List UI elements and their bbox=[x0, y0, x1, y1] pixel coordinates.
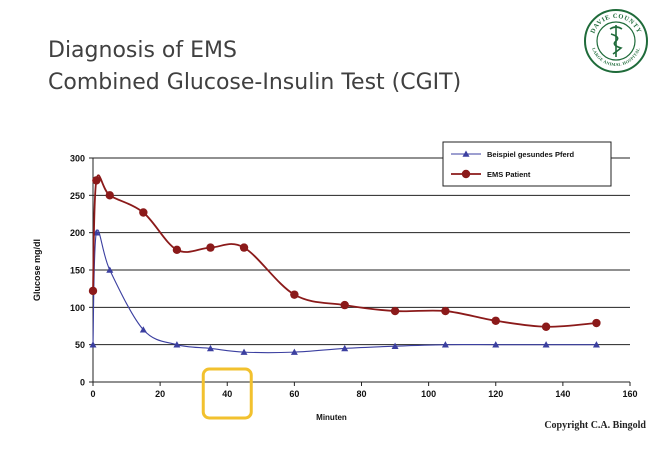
x-tick-label-100: 100 bbox=[421, 389, 436, 399]
series-layer bbox=[88, 174, 601, 355]
series-0-point-6 bbox=[240, 348, 248, 355]
y-tick-label-250: 250 bbox=[70, 191, 85, 201]
series-1 bbox=[88, 174, 601, 331]
legend: Beispiel gesundes Pferd EMS Patient bbox=[442, 141, 612, 187]
x-tick-label-80: 80 bbox=[356, 389, 366, 399]
series-1-point-8 bbox=[340, 300, 349, 310]
series-0-point-5 bbox=[206, 344, 214, 352]
series-1-point-3 bbox=[139, 208, 148, 217]
series-0-point-13 bbox=[592, 341, 600, 348]
series-1-point-4 bbox=[172, 245, 182, 255]
hospital-logo: DAVIE COUNTY LARGE ANIMAL HOSPITAL bbox=[584, 9, 648, 73]
y-tick-label-200: 200 bbox=[70, 228, 85, 238]
slide-title-line-2: Combined Glucose-Insulin Test (CGIT) bbox=[48, 70, 462, 95]
series-1-point-10 bbox=[441, 306, 450, 316]
y-tick-label-100: 100 bbox=[70, 303, 85, 313]
caduceus-icon bbox=[609, 25, 623, 57]
x-tick-label-40: 40 bbox=[222, 389, 232, 399]
series-0-point-12 bbox=[542, 341, 550, 348]
series-0-point-7 bbox=[290, 348, 298, 355]
x-tick-label-120: 120 bbox=[488, 389, 503, 399]
series-1-point-5 bbox=[206, 243, 215, 252]
series-1-point-2 bbox=[105, 191, 114, 200]
legend-box bbox=[442, 141, 612, 187]
series-1-point-7 bbox=[290, 290, 299, 299]
legend-label-0: Beispiel gesundes Pferd bbox=[487, 150, 575, 159]
highlight-layer bbox=[201, 367, 253, 420]
series-0-point-0 bbox=[89, 341, 97, 348]
y-tick-label-150: 150 bbox=[70, 266, 85, 276]
x-tick-label-20: 20 bbox=[155, 389, 165, 399]
series-0 bbox=[89, 229, 600, 355]
axis-labels: 0 50 100 150 200 250 300 0 20 40 60 80 100 120 140 160 M… bbox=[32, 154, 638, 423]
slide-title-line-1: Diagnosis of EMS bbox=[48, 38, 237, 63]
logo-ring-inner bbox=[596, 21, 636, 61]
x-axis-title: Minuten bbox=[316, 413, 347, 422]
series-0-point-4 bbox=[173, 341, 181, 348]
series-1-point-0 bbox=[88, 286, 98, 296]
legend-marker-1 bbox=[461, 169, 471, 179]
series-1-point-9 bbox=[390, 306, 400, 316]
series-1-point-12 bbox=[541, 322, 551, 331]
legend-marker-0 bbox=[462, 150, 470, 157]
series-0-point-10 bbox=[441, 341, 449, 348]
copyright-text: Copyright C.A. Bingold bbox=[544, 420, 646, 431]
highlight-box-x-40 bbox=[201, 367, 253, 420]
glucose-line-chart: 0 50 100 150 200 250 300 0 20 40 60 80 100 120 140 160 M… bbox=[32, 141, 638, 423]
x-tick-label-160: 160 bbox=[622, 389, 637, 399]
series-0-point-2 bbox=[106, 266, 114, 273]
legend-label-1: EMS Patient bbox=[487, 170, 531, 179]
series-1-point-6 bbox=[239, 243, 249, 252]
series-line-0 bbox=[92, 229, 597, 354]
y-tick-label-50: 50 bbox=[75, 340, 85, 350]
series-0-point-9 bbox=[391, 342, 399, 349]
axes bbox=[89, 157, 631, 386]
series-0-point-11 bbox=[492, 341, 500, 348]
series-1-point-1 bbox=[92, 176, 101, 185]
x-tick-label-60: 60 bbox=[289, 389, 299, 399]
series-0-point-3 bbox=[139, 326, 147, 333]
series-1-point-13 bbox=[592, 318, 601, 328]
x-tick-label-0: 0 bbox=[90, 389, 95, 399]
y-tick-label-300: 300 bbox=[70, 154, 85, 164]
series-1-point-11 bbox=[491, 316, 500, 325]
y-tick-label-0: 0 bbox=[80, 378, 85, 388]
x-tick-label-140: 140 bbox=[555, 389, 570, 399]
y-axis-title: Glucose mg/dl bbox=[32, 239, 42, 301]
series-0-point-8 bbox=[341, 344, 349, 352]
